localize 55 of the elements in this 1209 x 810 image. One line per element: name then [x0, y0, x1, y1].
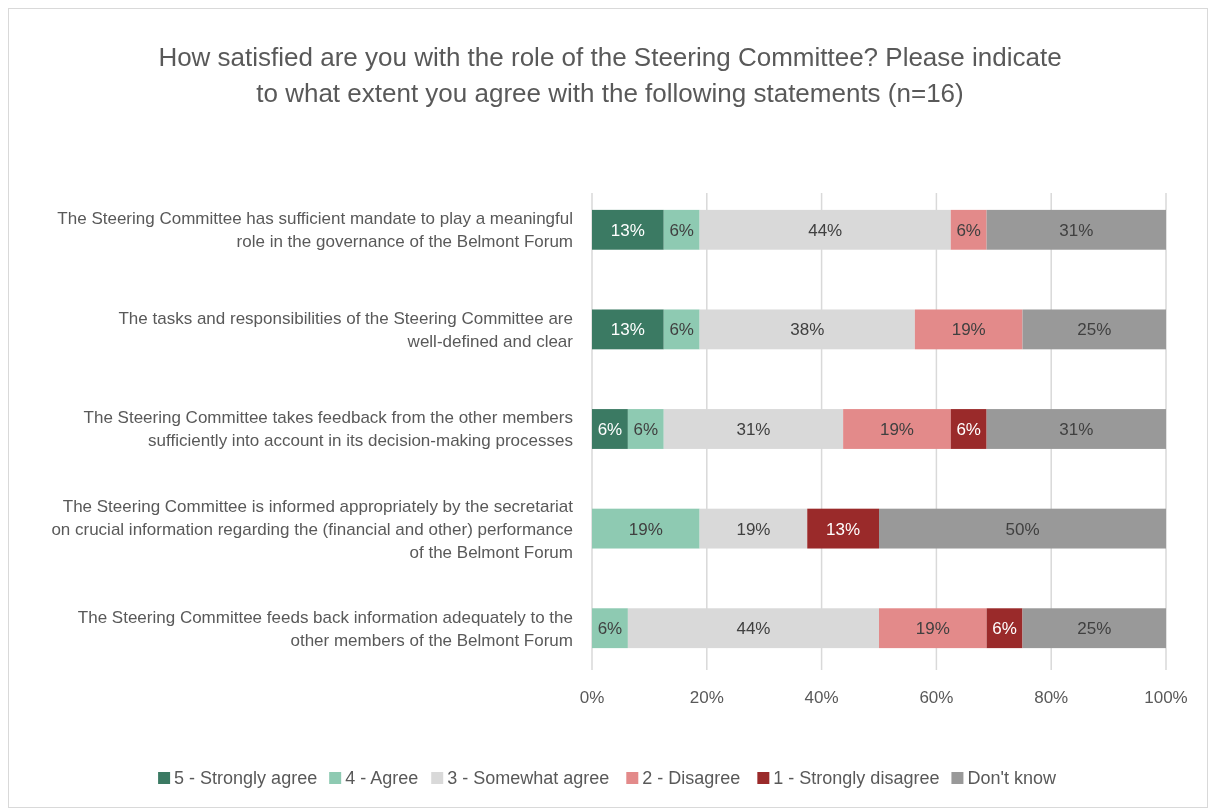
bar — [879, 608, 987, 649]
x-tick-label: 60% — [919, 688, 954, 707]
legend-label: Don't know — [967, 768, 1057, 789]
data-label: 6% — [597, 419, 623, 439]
x-tick-label: 20% — [689, 688, 724, 707]
data-label: 50% — [1005, 519, 1040, 539]
data-label: 13% — [610, 220, 645, 240]
bar — [592, 309, 664, 350]
data-label: 6% — [669, 320, 694, 340]
data-label: 6% — [992, 619, 1017, 639]
bar — [843, 409, 951, 449]
data-label: 13% — [826, 519, 861, 539]
x-tick-label: 40% — [804, 688, 839, 707]
y-tick-label: The Steering Committee is informed appropriately by the secretariat on crucial information regarding the (financial and other) performance of the Belmont Forum — [51, 496, 574, 562]
chart-title: How satisfied are you with the role of the Steering Committee? Please indicate to what extent you agree with the following statements (n=16) — [158, 42, 1062, 108]
data-label: 19% — [915, 619, 950, 639]
legend-label: 2 - Disagree — [642, 768, 741, 789]
bar — [986, 209, 1166, 250]
x-tick-label: 80% — [1034, 688, 1069, 707]
y-tick-label: The Steering Committee takes feedback from the other members sufficiently into account in its decision-making processes — [83, 408, 573, 451]
bar — [592, 209, 664, 250]
legend-label: 4 - Agree — [345, 768, 419, 789]
bar — [914, 309, 1023, 350]
data-label: 6% — [597, 619, 623, 639]
bar — [1022, 608, 1166, 649]
bar — [986, 409, 1166, 449]
data-label: 31% — [736, 419, 771, 439]
data-label: 44% — [736, 619, 771, 639]
data-label: 31% — [1059, 419, 1094, 439]
y-tick-label: The Steering Committee has sufficient mandate to play a meaningful role in the governance of the Belmont Forum — [57, 209, 573, 252]
legend-label: 3 - Somewhat agree — [447, 768, 610, 789]
data-label: 6% — [669, 220, 694, 240]
data-label: 19% — [951, 320, 986, 340]
bar — [1022, 309, 1166, 350]
data-label: 25% — [1077, 619, 1112, 639]
x-tick-label: 0% — [579, 688, 605, 707]
data-label: 6% — [956, 220, 981, 240]
bar — [879, 508, 1166, 549]
data-label: 13% — [610, 320, 645, 340]
legend-label: 1 - Strongly disagree — [773, 768, 940, 789]
data-label: 31% — [1059, 220, 1094, 240]
y-tick-label: The tasks and responsibilities of the Steering Committee are well-defined and clear — [118, 308, 574, 351]
data-label: 44% — [808, 220, 843, 240]
bar — [807, 508, 879, 549]
data-label: 19% — [879, 419, 914, 439]
data-label: 6% — [633, 419, 659, 439]
data-label: 19% — [628, 519, 663, 539]
y-tick-label: The Steering Committee feeds back information adequately to the other members of the Belmont Forum — [77, 607, 573, 650]
data-label: 38% — [790, 320, 825, 340]
data-label: 19% — [736, 519, 771, 539]
bar — [592, 508, 700, 549]
legend-label: 5 - Strongly agree — [174, 768, 318, 789]
data-label: 6% — [956, 419, 981, 439]
x-tick-label: 100% — [1144, 688, 1188, 707]
data-label: 25% — [1077, 320, 1112, 340]
